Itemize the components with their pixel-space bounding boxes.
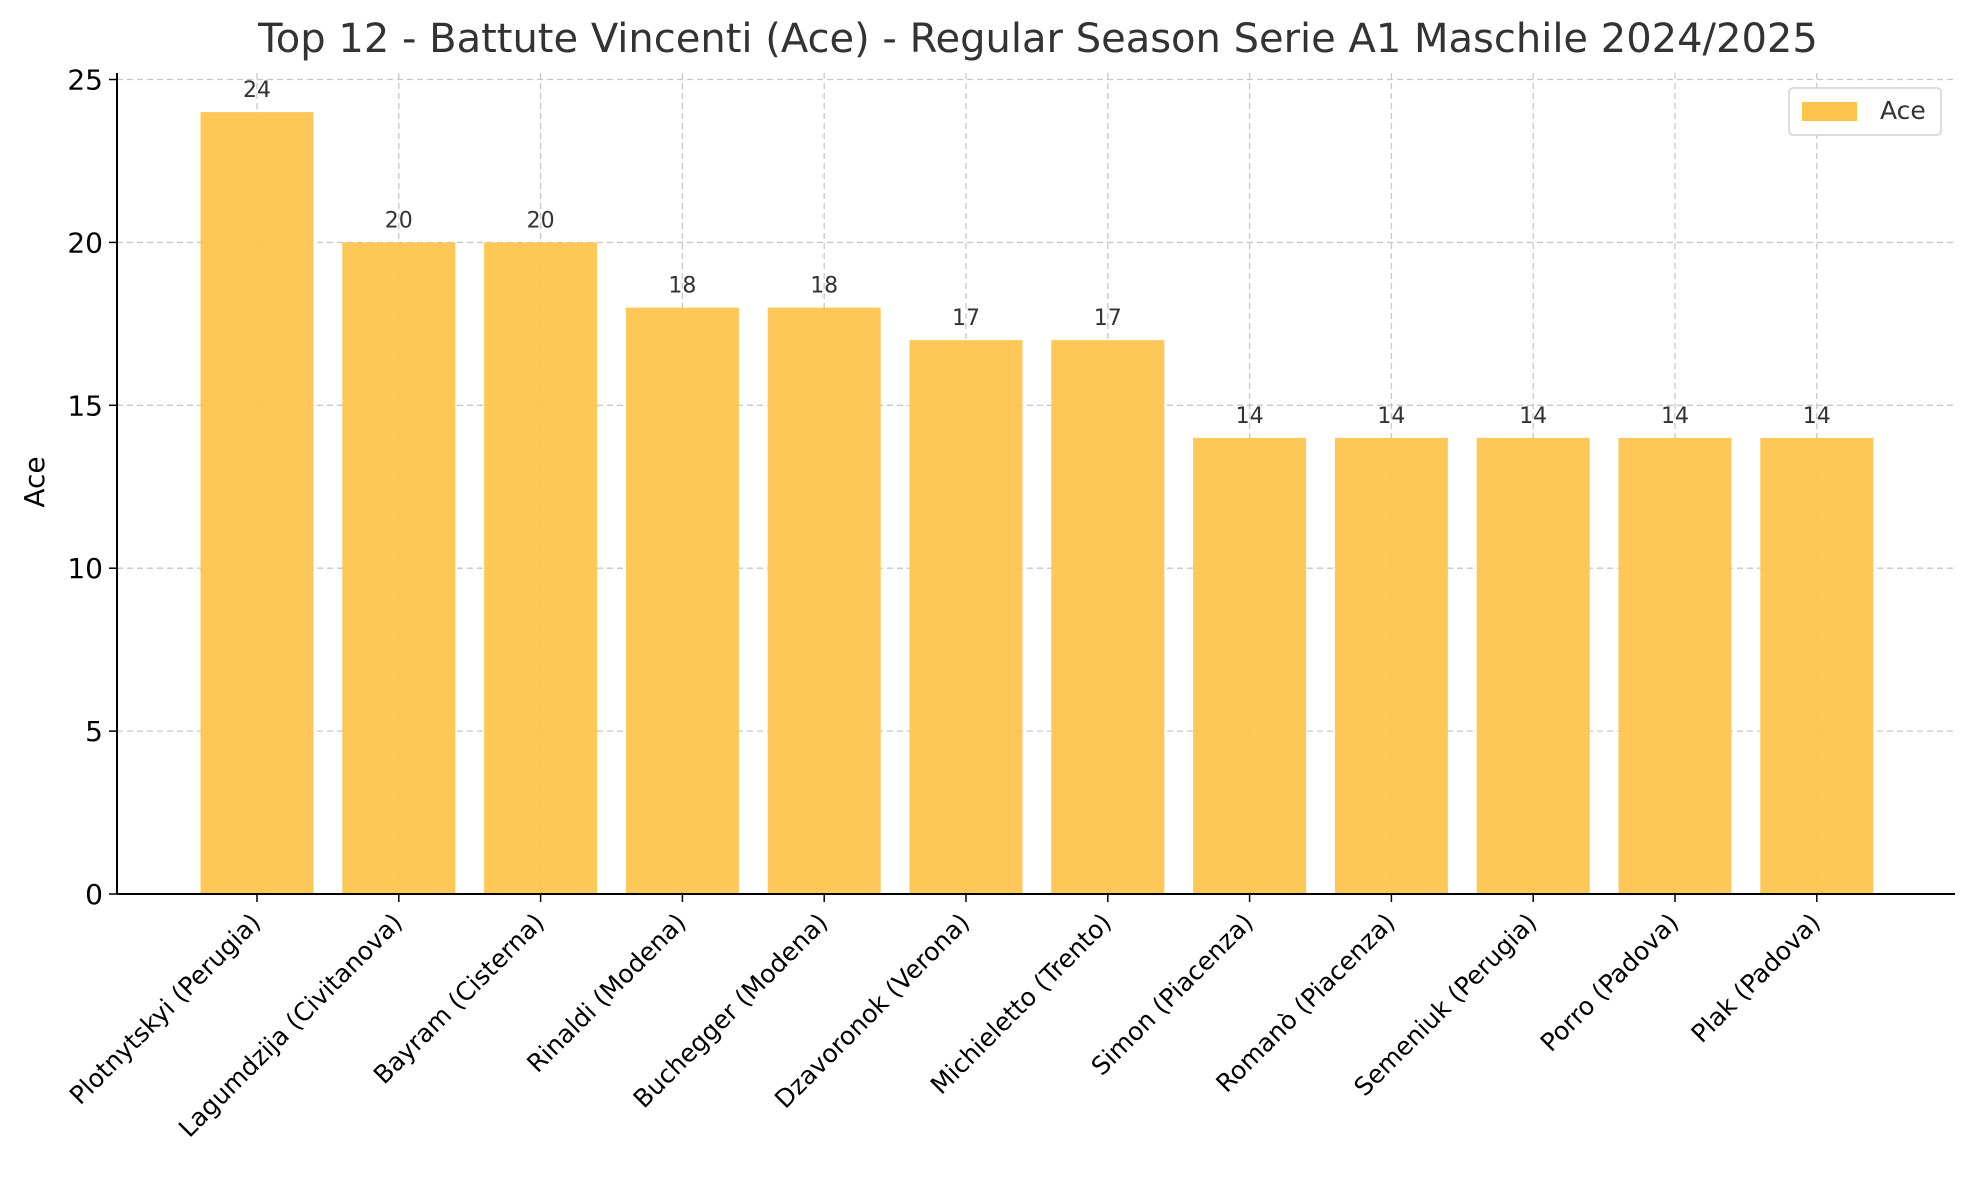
bar (625, 307, 739, 895)
bar (200, 112, 314, 895)
bar (1334, 437, 1448, 894)
bar (484, 242, 598, 894)
bar-value-label: 14 (1236, 404, 1264, 429)
bar-value-label: 17 (1094, 306, 1122, 331)
x-tick-label: Lagumdzija (Civitanova) (173, 908, 408, 1143)
bar (1051, 340, 1165, 895)
bar-value-label: 20 (385, 208, 413, 233)
x-axis-ticks: Plotnytskyi (Perugia)Lagumdzija (Civitan… (64, 894, 1826, 1143)
bar (1476, 437, 1590, 894)
bar-value-label: 18 (810, 274, 838, 299)
y-tick-label: 5 (85, 715, 103, 748)
y-tick-label: 20 (67, 226, 103, 259)
legend-label: Ace (1880, 96, 1926, 125)
y-axis-ticks: 0 5 10 15 20 25 (67, 64, 117, 911)
bar-value-label: 14 (1661, 404, 1689, 429)
bar-value-label: 14 (1377, 404, 1405, 429)
bar-value-label: 24 (243, 78, 271, 103)
y-tick-label: 0 (85, 878, 103, 911)
bar (1760, 437, 1874, 894)
bars (200, 112, 1874, 895)
bar-value-label: 14 (1519, 404, 1547, 429)
bar (1618, 437, 1732, 894)
bar (909, 340, 1023, 895)
bar-value-label: 18 (668, 274, 696, 299)
bar-value-label: 17 (952, 306, 980, 331)
legend-swatch (1802, 102, 1857, 121)
axes (116, 73, 1955, 895)
y-tick-label: 10 (67, 552, 103, 585)
legend: Ace (1788, 87, 1942, 136)
x-tick-label: Rinaldi (Modena) (521, 908, 691, 1078)
y-tick-label: 25 (67, 64, 103, 97)
y-tick-label: 15 (67, 389, 103, 422)
bar-value-label: 20 (527, 208, 555, 233)
chart-title: Top 12 - Battute Vincenti (Ace) - Regula… (257, 16, 1818, 62)
y-axis-label: Ace (18, 456, 51, 507)
bar (1193, 437, 1307, 894)
bar-value-label: 14 (1803, 404, 1831, 429)
bar-value-labels: 24 20 20 18 18 17 17 14 14 14 14 14 (243, 78, 1831, 429)
legend-frame (1788, 87, 1942, 136)
x-tick-label: Porro (Padova) (1535, 908, 1684, 1057)
x-tick-label: Plak (Padova) (1685, 908, 1826, 1049)
bar (342, 242, 456, 894)
bar (767, 307, 881, 895)
